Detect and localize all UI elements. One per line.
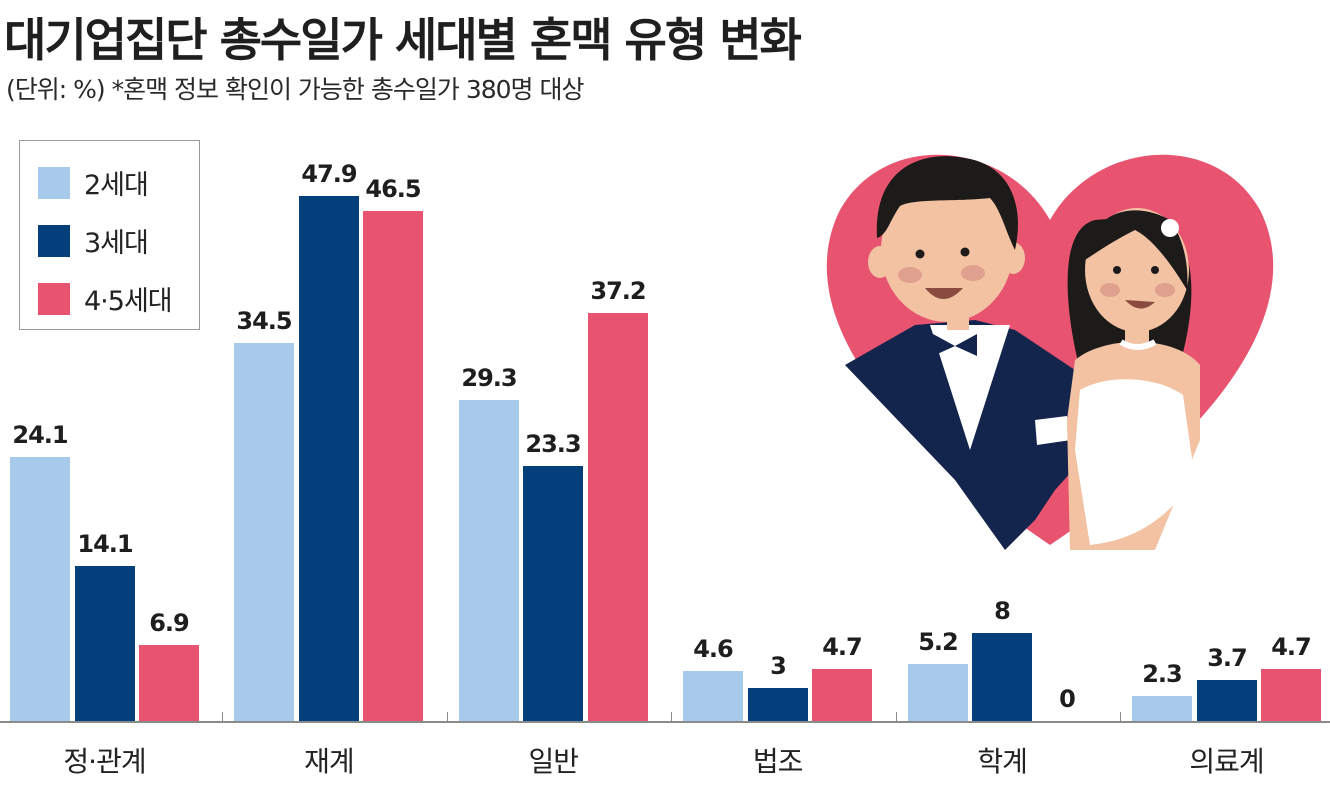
x-axis-tick (222, 712, 223, 722)
bar-value-label: 29.3 (461, 364, 517, 392)
bar-value-label: 5.2 (918, 628, 959, 656)
legend-swatch-gen3 (38, 224, 70, 257)
bar (139, 645, 199, 721)
bar (10, 457, 70, 721)
bar-value-label: 34.5 (236, 307, 292, 335)
legend: 2세대 3세대 4·5세대 (19, 140, 200, 330)
bar-value-label: 2.3 (1142, 660, 1183, 688)
bar-value-label: 6.9 (149, 609, 190, 637)
x-axis-category-label: 의료계 (1189, 745, 1264, 778)
bar-value-label: 23.3 (525, 430, 581, 458)
bar-value-label: 4.7 (822, 633, 863, 661)
chart-title: 대기업집단 총수일가 세대별 혼맥 유형 변화 (4, 13, 802, 67)
bar (299, 196, 359, 721)
bar (748, 688, 808, 721)
legend-label-gen2: 2세대 (84, 170, 149, 201)
legend-item-gen2: 2세대 (38, 163, 149, 202)
chart-subtitle: (단위: %) *혼맥 정보 확인이 가능한 총수일가 380명 대상 (6, 75, 584, 104)
legend-swatch-gen2 (38, 166, 70, 199)
legend-swatch-gen45 (38, 282, 70, 315)
x-axis-category-label: 학계 (977, 745, 1028, 778)
bar-value-label: 0 (1059, 685, 1076, 713)
bar (523, 466, 583, 721)
bar-value-label: 4.7 (1271, 633, 1312, 661)
bar (363, 211, 423, 721)
bar (1132, 696, 1192, 721)
x-axis-category-label: 법조 (752, 745, 804, 778)
bar (972, 633, 1032, 721)
x-axis-tick (1120, 712, 1121, 722)
bar-value-label: 47.9 (301, 160, 357, 188)
bar-value-label: 14.1 (77, 530, 133, 558)
x-axis-category-label: 정·관계 (63, 745, 146, 778)
x-axis-tick (447, 712, 448, 722)
x-axis-tick (896, 712, 897, 722)
bar (75, 566, 135, 721)
bar-value-label: 24.1 (12, 421, 68, 449)
x-axis-tick (671, 712, 672, 722)
bar (683, 671, 743, 721)
legend-label-gen3: 3세대 (84, 228, 149, 259)
bar (234, 343, 294, 721)
bar-value-label: 4.6 (693, 635, 734, 663)
bar-value-label: 3.7 (1207, 644, 1248, 672)
bar (459, 400, 519, 721)
bar-value-label: 8 (994, 597, 1011, 625)
x-axis-line (0, 721, 1330, 723)
bar (812, 669, 872, 721)
wedding-couple-heart-icon (826, 154, 1274, 550)
bar (1261, 669, 1321, 721)
legend-item-gen45: 4·5세대 (38, 279, 173, 318)
bar (908, 664, 968, 721)
x-axis-category-label: 재계 (304, 745, 355, 778)
bar-value-label: 37.2 (590, 277, 646, 305)
bar (1197, 680, 1257, 721)
bar-value-label: 3 (770, 652, 787, 680)
bar-value-label: 46.5 (365, 175, 421, 203)
x-axis-category-label: 일반 (528, 745, 580, 778)
legend-item-gen3: 3세대 (38, 221, 149, 260)
bar (588, 313, 648, 721)
legend-label-gen45: 4·5세대 (84, 286, 173, 317)
